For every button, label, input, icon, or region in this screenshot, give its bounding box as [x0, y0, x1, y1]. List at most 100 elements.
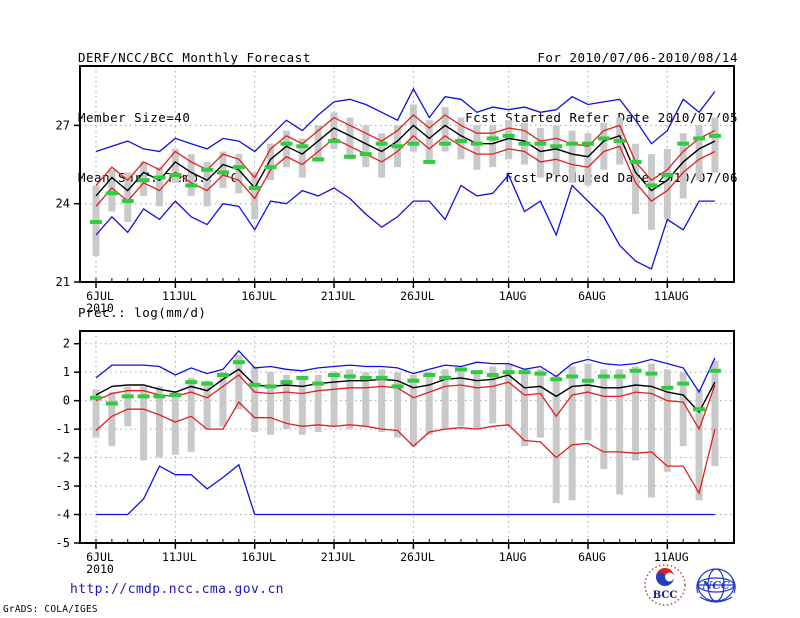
- x-tick-label: 21JUL: [321, 289, 356, 303]
- green-observation-dash: [693, 407, 706, 412]
- green-observation-dash: [661, 385, 674, 390]
- blue-max-line: [95, 87, 716, 153]
- gray-member-spread: [552, 125, 560, 175]
- green-observation-dash: [534, 371, 547, 376]
- gray-member-spread: [314, 375, 322, 432]
- green-observation-dash: [502, 133, 515, 138]
- green-observation-dash: [423, 373, 436, 378]
- gray-member-spread: [536, 369, 544, 438]
- gray-member-spread: [695, 125, 703, 181]
- gray-member-spread: [473, 372, 481, 430]
- green-observation-dash: [518, 141, 531, 146]
- gray-member-spread: [362, 372, 370, 427]
- gray-member-spread: [520, 369, 528, 447]
- gray-member-spread: [568, 130, 576, 183]
- gray-member-spread: [632, 143, 640, 215]
- gray-member-spread: [378, 369, 386, 432]
- green-observation-dash: [661, 172, 674, 177]
- green-observation-dash: [328, 139, 341, 144]
- green-observation-dash: [566, 141, 579, 146]
- x-tick-label: 1AUG: [499, 550, 527, 564]
- gray-member-spread: [473, 125, 481, 170]
- green-observation-dash: [359, 152, 372, 157]
- gray-member-spread: [425, 120, 433, 162]
- x-tick-label: 1AUG: [499, 289, 527, 303]
- green-observation-dash: [375, 141, 388, 146]
- gray-member-spread: [171, 392, 179, 455]
- black-mean-line: [95, 124, 716, 197]
- green-observation-dash: [455, 139, 468, 144]
- gray-member-spread: [267, 372, 275, 435]
- gray-member-spread: [441, 369, 449, 430]
- bcc-logo-label: BCC: [653, 590, 678, 601]
- gray-member-spread: [155, 167, 163, 207]
- gray-member-spread: [282, 130, 290, 168]
- gray-member-spread: [711, 360, 719, 467]
- green-observation-dash: [518, 370, 531, 375]
- gray-member-spread: [679, 133, 687, 199]
- green-observation-dash: [439, 375, 452, 380]
- gray-member-spread: [124, 386, 132, 427]
- green-observation-dash: [121, 199, 134, 204]
- green-observation-dash: [312, 381, 325, 386]
- gray-member-spread: [203, 380, 211, 430]
- gray-member-spread: [219, 151, 227, 189]
- green-observation-dash: [629, 368, 642, 373]
- gray-member-spread: [489, 366, 497, 424]
- green-observation-dash: [502, 370, 515, 375]
- red-lower-line: [95, 134, 716, 207]
- precipitation-chart: 2 1 0 -1 -2 -3 -4 -5 6JUL 11JUL 16JUL 21JUL 26JUL 1AU…: [56, 330, 735, 576]
- website-url-link[interactable]: http://cmdp.ncc.cma.gov.cn: [70, 582, 284, 597]
- gray-member-spread: [330, 112, 338, 149]
- green-observation-dash: [550, 144, 563, 149]
- green-observation-dash: [216, 373, 229, 378]
- green-observation-dash: [264, 165, 277, 170]
- gray-member-spread: [505, 120, 513, 160]
- gray-member-spread: [92, 389, 100, 438]
- gray-member-spread: [457, 369, 465, 427]
- gray-member-spread: [235, 355, 243, 410]
- y-tick-label: -5: [56, 536, 70, 550]
- green-observation-dash: [121, 394, 134, 399]
- gray-member-spread: [616, 369, 624, 495]
- green-observation-dash: [566, 374, 579, 379]
- green-observation-dash: [423, 159, 436, 164]
- gray-member-spread: [346, 117, 354, 160]
- green-observation-dash: [248, 186, 261, 191]
- black-mean-line: [95, 368, 716, 414]
- green-observation-dash: [216, 170, 229, 175]
- x-tick-label: 11JUL: [162, 289, 197, 303]
- gray-member-spread: [552, 375, 560, 504]
- green-observation-dash: [439, 141, 452, 146]
- gray-member-spread: [536, 128, 544, 178]
- gray-member-spread: [171, 148, 179, 183]
- x-tick-label: 6JUL: [86, 289, 114, 303]
- gray-member-spread: [647, 363, 655, 498]
- green-observation-dash: [328, 373, 341, 378]
- gray-member-spread: [663, 148, 671, 220]
- gray-member-spread: [679, 372, 687, 447]
- green-observation-dash: [613, 374, 626, 379]
- x-tick-label: 11AUG: [654, 289, 689, 303]
- gray-member-spread: [647, 154, 655, 230]
- gray-member-spread: [219, 372, 227, 427]
- y-tick-label: 24: [56, 197, 70, 211]
- green-observation-dash: [470, 370, 483, 375]
- logo-group: BCC NCC: [640, 563, 760, 611]
- gray-member-spread: [568, 366, 576, 501]
- gray-member-spread: [155, 386, 163, 458]
- x-tick-label: 21JUL: [321, 550, 356, 564]
- gray-member-spread: [441, 107, 449, 152]
- red-upper-line: [95, 374, 716, 431]
- gray-member-spread: [108, 392, 116, 447]
- x-tick-label: 11JUL: [162, 550, 197, 564]
- gray-member-spread: [140, 386, 148, 461]
- gray-member-spread: [695, 389, 703, 501]
- gray-member-spread: [282, 375, 290, 430]
- x-tick-label: 16JUL: [241, 289, 276, 303]
- green-observation-dash: [613, 139, 626, 144]
- gray-member-spread: [298, 377, 306, 435]
- gray-member-spread: [124, 172, 132, 222]
- green-observation-dash: [629, 159, 642, 164]
- green-observation-dash: [296, 144, 309, 149]
